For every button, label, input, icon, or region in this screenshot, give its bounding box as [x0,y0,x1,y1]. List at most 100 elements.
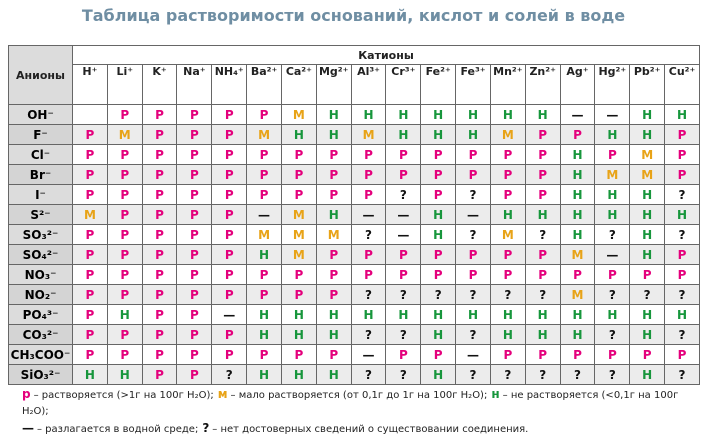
solubility-cell: Р [72,264,108,285]
solubility-cell: М [280,204,317,225]
cation: NH₄⁺ [211,64,248,105]
solubility-cell: Н [455,104,491,125]
solubility-cell: Р [489,344,526,365]
legend-item: м – мало растворяется (от 0,1г до 1г на 1… [218,387,488,401]
solubility-cell: Р [455,164,491,185]
solubility-cell: Н [420,304,457,325]
solubility-cell: Р [72,244,108,265]
solubility-cell: Р [385,244,422,265]
solubility-cell: Р [211,224,248,245]
solubility-cell: Р [350,184,387,205]
solubility-cell: ? [350,284,387,305]
solubility-cell: ? [664,284,700,305]
solubility-cell: ? [420,284,457,305]
solubility-cell: Н [629,224,666,245]
cation-header: Катионы [72,45,700,65]
cation: Mg²⁺ [315,64,352,105]
solubility-cell: Р [524,264,561,285]
solubility-cell: Н [559,204,596,225]
table-row: F⁻ Р М Р Р Р М Н Н М Н Н Н М Р Р Н Н Р [8,124,700,145]
solubility-cell: Н [280,364,317,385]
solubility-cell: ? [211,364,248,385]
anion: Cl⁻ [8,144,73,165]
solubility-cell: Р [106,144,143,165]
solubility-cell: Р [524,184,561,205]
solubility-cell: Н [315,324,352,345]
solubility-cell: ? [455,284,491,305]
solubility-cell: М [559,244,596,265]
solubility-cell: Р [211,144,248,165]
anion: PO₄³⁻ [8,304,73,325]
solubility-cell: Р [559,264,596,285]
solubility-cell: Р [246,284,282,305]
solubility-cell: Н [559,224,596,245]
cation: Na⁺ [176,64,213,105]
solubility-cell: Р [594,344,631,365]
solubility-cell: Р [420,264,457,285]
solubility-cell: Р [211,264,248,285]
solubility-cell: Р [280,264,317,285]
table-row: I⁻ Р Р Р Р Р Р Р Р Р? Р? Р Р Н Н Н? [8,184,700,205]
solubility-cell: Р [524,144,561,165]
legend-text: – нет достоверных сведений о существован… [212,424,529,435]
solubility-cell: Р [176,164,213,185]
solubility-cell: Н [559,164,596,185]
solubility-cell: ? [559,364,596,385]
solubility-cell: Н [629,304,666,325]
solubility-cell: ? [455,184,491,205]
solubility-cell: Р [280,164,317,185]
table-row: NO₂⁻ Р Р Р Р Р Р Р Р?????? М??? [8,284,700,305]
solubility-cell: Р [489,244,526,265]
solubility-cell: Р [280,344,317,365]
solubility-cell: Н [559,304,596,325]
solubility-cell: Р [176,364,213,385]
solubility-cell: Н [385,304,422,325]
legend-symbol: н [491,387,500,401]
cation: K⁺ [141,64,178,105]
solubility-cell: ? [524,364,561,385]
solubility-cell: Н [246,304,282,325]
solubility-cell: Р [455,264,491,285]
solubility-cell: Р [141,184,178,205]
solubility-cell: М [246,224,282,245]
cation: Ca²⁺ [280,64,317,105]
table-row: Cl⁻ Р Р Р Р Р Р Р Р Р Р Р Р Р Р Н Р М Р [8,144,700,165]
solubility-cell: Р [629,344,666,365]
solubility-cell: ? [455,324,491,345]
solubility-cell: Н [315,124,352,145]
solubility-cell: — [350,344,387,365]
solubility-cell: Р [176,224,213,245]
anion: OH⁻ [8,104,73,125]
table-row: SiO₃²⁻ Н Н Р Р? Н Н Н?? Н????? Н? [8,364,700,385]
solubility-cell: ? [385,364,422,385]
solubility-cell: ? [524,284,561,305]
solubility-cell: Р [350,144,387,165]
legend-item: р – растворяется (>1г на 100г H₂O); [22,387,214,401]
solubility-cell: Р [350,164,387,185]
solubility-cell: Н [524,104,561,125]
table-row: OH⁻ Р Р Р Р Р М Н Н Н Н Н Н Н — — Н Н [8,104,700,125]
solubility-cell: Н [629,184,666,205]
solubility-cell: Р [246,104,282,125]
legend-symbol: — [22,421,34,435]
solubility-cell: Н [664,104,700,125]
anion: SO₄²⁻ [8,244,73,265]
solubility-cell: Р [72,284,108,305]
anion-header: Анионы [8,45,73,105]
solubility-cell: Н [489,104,526,125]
solubility-cell: Р [629,264,666,285]
solubility-cell: ? [594,364,631,385]
solubility-cell: Р [72,144,108,165]
solubility-cell: Р [524,244,561,265]
solubility-cell: Н [594,184,631,205]
cation: Li⁺ [106,64,143,105]
solubility-cell: Н [629,244,666,265]
table-row: NO₃⁻ Р Р Р Р Р Р Р Р Р Р Р Р Р Р Р Р Р Р [8,264,700,285]
solubility-cell: Р [559,344,596,365]
solubility-cell: Н [559,144,596,165]
solubility-cell: Р [141,204,178,225]
table-row: SO₄²⁻ Р Р Р Р Р Н М Р Р Р Р Р Р Р М — Н Р [8,244,700,265]
cation: Hg²⁺ [594,64,631,105]
solubility-cell: Р [211,244,248,265]
solubility-cell: Р [141,344,178,365]
